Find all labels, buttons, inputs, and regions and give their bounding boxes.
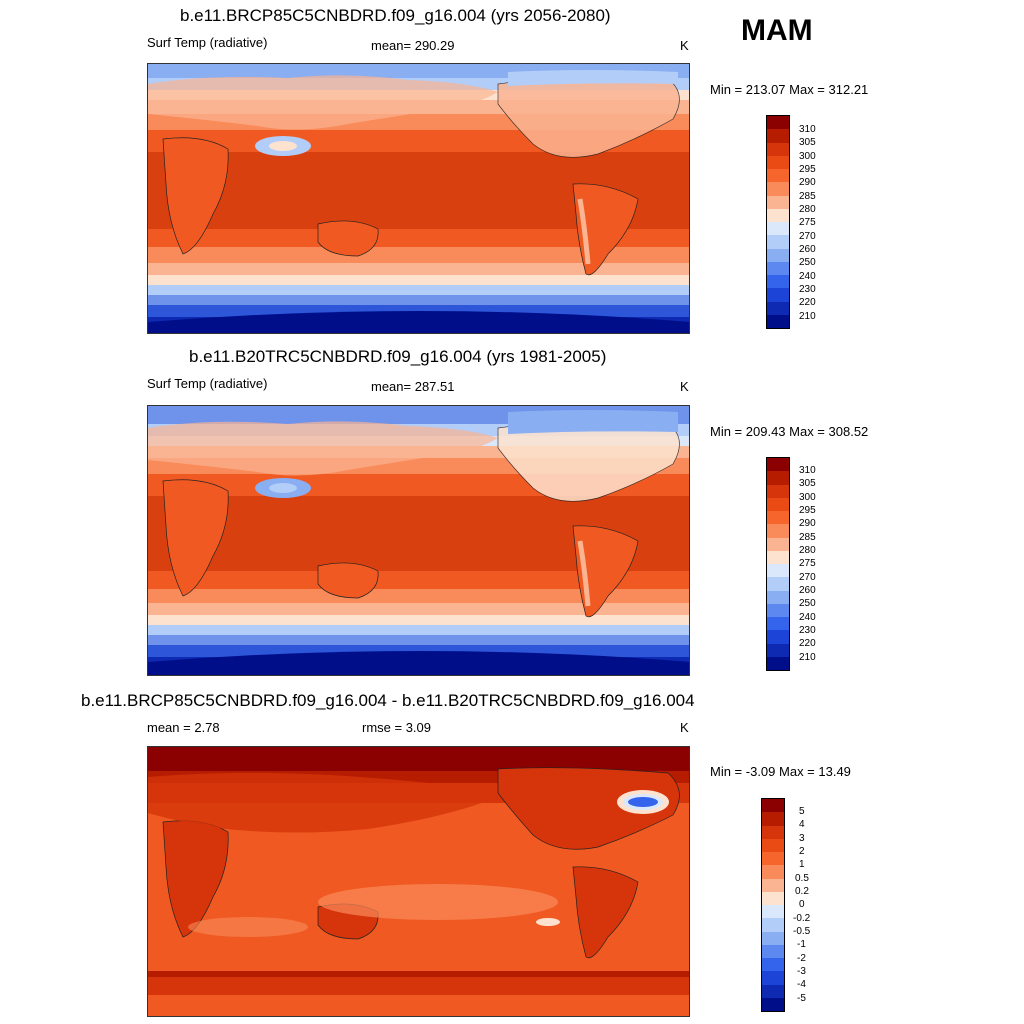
colorbar-tick-label: 210: [799, 652, 816, 663]
colorbar-tick-label: 1: [799, 859, 805, 870]
panel3-colorbar: [761, 798, 785, 1012]
panel3-rmse-label: rmse = 3.09: [362, 720, 432, 735]
season-label: MAM: [741, 14, 813, 47]
panel3-map-graphic: [148, 747, 689, 1016]
colorbar-tick-label: 230: [799, 284, 816, 295]
panel2-mean-label: mean= 287.51: [371, 379, 455, 394]
colorbar-tick-label: 305: [799, 478, 816, 489]
colorbar-tick-label: 310: [799, 465, 816, 476]
colorbar-tick-label: 280: [799, 204, 816, 215]
panel1-mean-label: mean= 290.29: [371, 38, 455, 53]
colorbar-tick-label: 0.5: [795, 873, 809, 884]
panel2-minmax-label: Min = 209.43 Max = 308.52: [710, 424, 869, 439]
colorbar-tick-label: 220: [799, 297, 816, 308]
panel3-mean-label: mean = 2.78: [147, 720, 220, 735]
colorbar-tick-label: 230: [799, 625, 816, 636]
colorbar-tick-label: 260: [799, 244, 816, 255]
panel1-map: [147, 63, 690, 334]
colorbar-tick-label: 220: [799, 638, 816, 649]
colorbar-tick-label: 240: [799, 612, 816, 623]
panel3-units-label: K: [680, 720, 689, 735]
colorbar-tick-label: 240: [799, 271, 816, 282]
colorbar-tick-label: 300: [799, 151, 816, 162]
panel1-map-graphic: [148, 64, 689, 333]
colorbar-tick-label: 275: [799, 558, 816, 569]
colorbar-tick-label: -0.2: [793, 913, 811, 924]
panel1-minmax-label: Min = 213.07 Max = 312.21: [710, 82, 869, 97]
colorbar-tick-label: 275: [799, 217, 816, 228]
colorbar-tick-label: -3: [797, 966, 806, 977]
panel2-title: b.e11.B20TRC5CNBDRD.f09_g16.004 (yrs 198…: [189, 347, 607, 366]
colorbar-tick-label: 305: [799, 137, 816, 148]
panel1-units-label: K: [680, 38, 689, 53]
colorbar-tick-label: 2: [799, 846, 805, 857]
colorbar-tick-label: 310: [799, 124, 816, 135]
colorbar-tick-label: 0.2: [795, 886, 809, 897]
colorbar-tick-label: 290: [799, 518, 816, 529]
colorbar-tick-label: -2: [797, 953, 806, 964]
panel3-title: b.e11.BRCP85C5CNBDRD.f09_g16.004 - b.e11…: [81, 691, 695, 710]
colorbar-tick-label: 250: [799, 257, 816, 268]
panel2-map: [147, 405, 690, 676]
colorbar-tick-label: 270: [799, 572, 816, 583]
colorbar-tick-label: 290: [799, 177, 816, 188]
colorbar-tick-label: 300: [799, 492, 816, 503]
colorbar-tick-label: 210: [799, 311, 816, 322]
colorbar-tick-label: 295: [799, 505, 816, 516]
colorbar-tick-label: 4: [799, 819, 805, 830]
panel2-variable-label: Surf Temp (radiative): [147, 376, 268, 391]
colorbar-tick-label: 250: [799, 598, 816, 609]
panel2-units-label: K: [680, 379, 689, 394]
colorbar-tick-label: 3: [799, 833, 805, 844]
panel2-colorbar: [766, 457, 790, 671]
colorbar-tick-label: 270: [799, 231, 816, 242]
colorbar-tick-label: 295: [799, 164, 816, 175]
panel3-map: [147, 746, 690, 1017]
colorbar-tick-label: -5: [797, 993, 806, 1004]
colorbar-tick-label: -0.5: [793, 926, 811, 937]
colorbar-tick-label: 260: [799, 585, 816, 596]
colorbar-tick-label: -1: [797, 939, 806, 950]
colorbar-tick-label: 285: [799, 532, 816, 543]
colorbar-tick-label: 0: [799, 899, 805, 910]
colorbar-tick-label: 280: [799, 545, 816, 556]
panel2-map-graphic: [148, 406, 689, 675]
colorbar-tick-label: 285: [799, 191, 816, 202]
colorbar-tick-label: 5: [799, 806, 805, 817]
panel1-variable-label: Surf Temp (radiative): [147, 35, 268, 50]
panel1-title: b.e11.BRCP85C5CNBDRD.f09_g16.004 (yrs 20…: [180, 6, 611, 25]
panel1-colorbar: [766, 115, 790, 329]
panel3-minmax-label: Min = -3.09 Max = 13.49: [710, 764, 851, 779]
colorbar-tick-label: -4: [797, 979, 806, 990]
